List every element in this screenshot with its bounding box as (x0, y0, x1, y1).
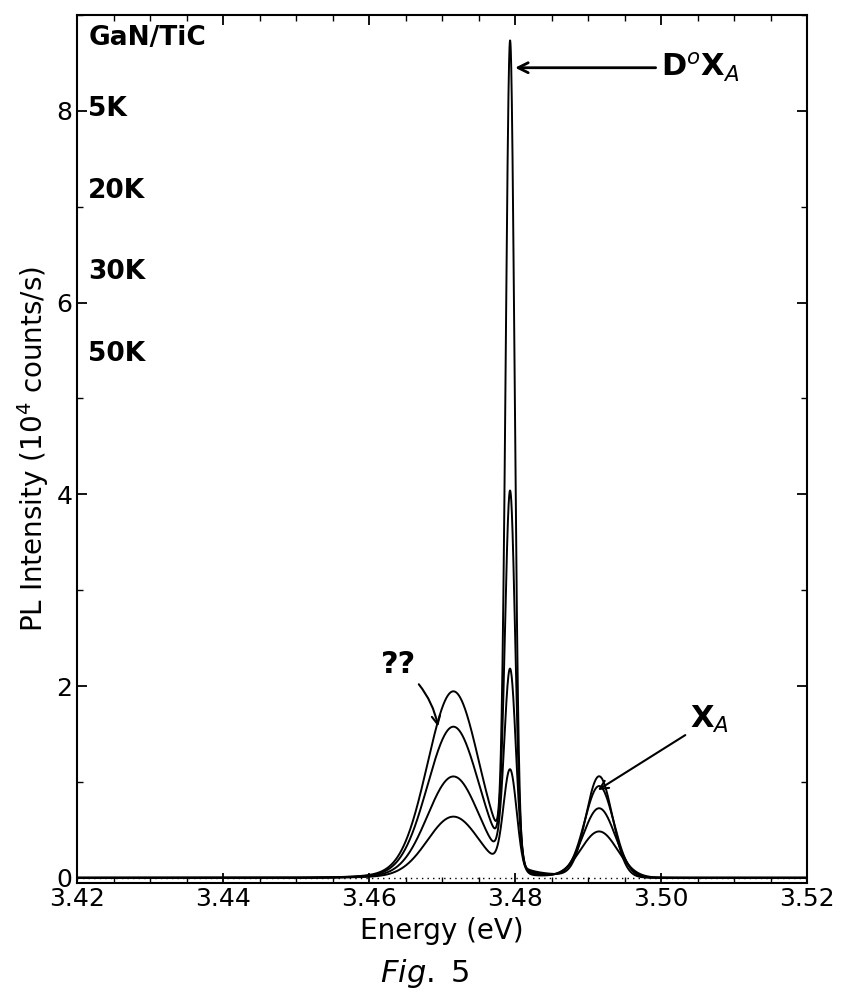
X-axis label: Energy (eV): Energy (eV) (360, 917, 524, 945)
Text: 20K: 20K (88, 178, 145, 204)
Text: D$^o$X$_A$: D$^o$X$_A$ (518, 51, 740, 84)
Text: $\it{Fig.\ 5}$: $\it{Fig.\ 5}$ (380, 957, 470, 990)
Y-axis label: PL Intensity (10$^4$ counts/s): PL Intensity (10$^4$ counts/s) (15, 266, 51, 632)
Text: ??: ?? (381, 650, 440, 724)
Text: X$_A$: X$_A$ (600, 704, 729, 789)
Text: 30K: 30K (88, 259, 145, 285)
Text: 5K: 5K (88, 96, 127, 122)
Text: 50K: 50K (88, 341, 145, 367)
Text: GaN/TiC: GaN/TiC (88, 25, 206, 51)
